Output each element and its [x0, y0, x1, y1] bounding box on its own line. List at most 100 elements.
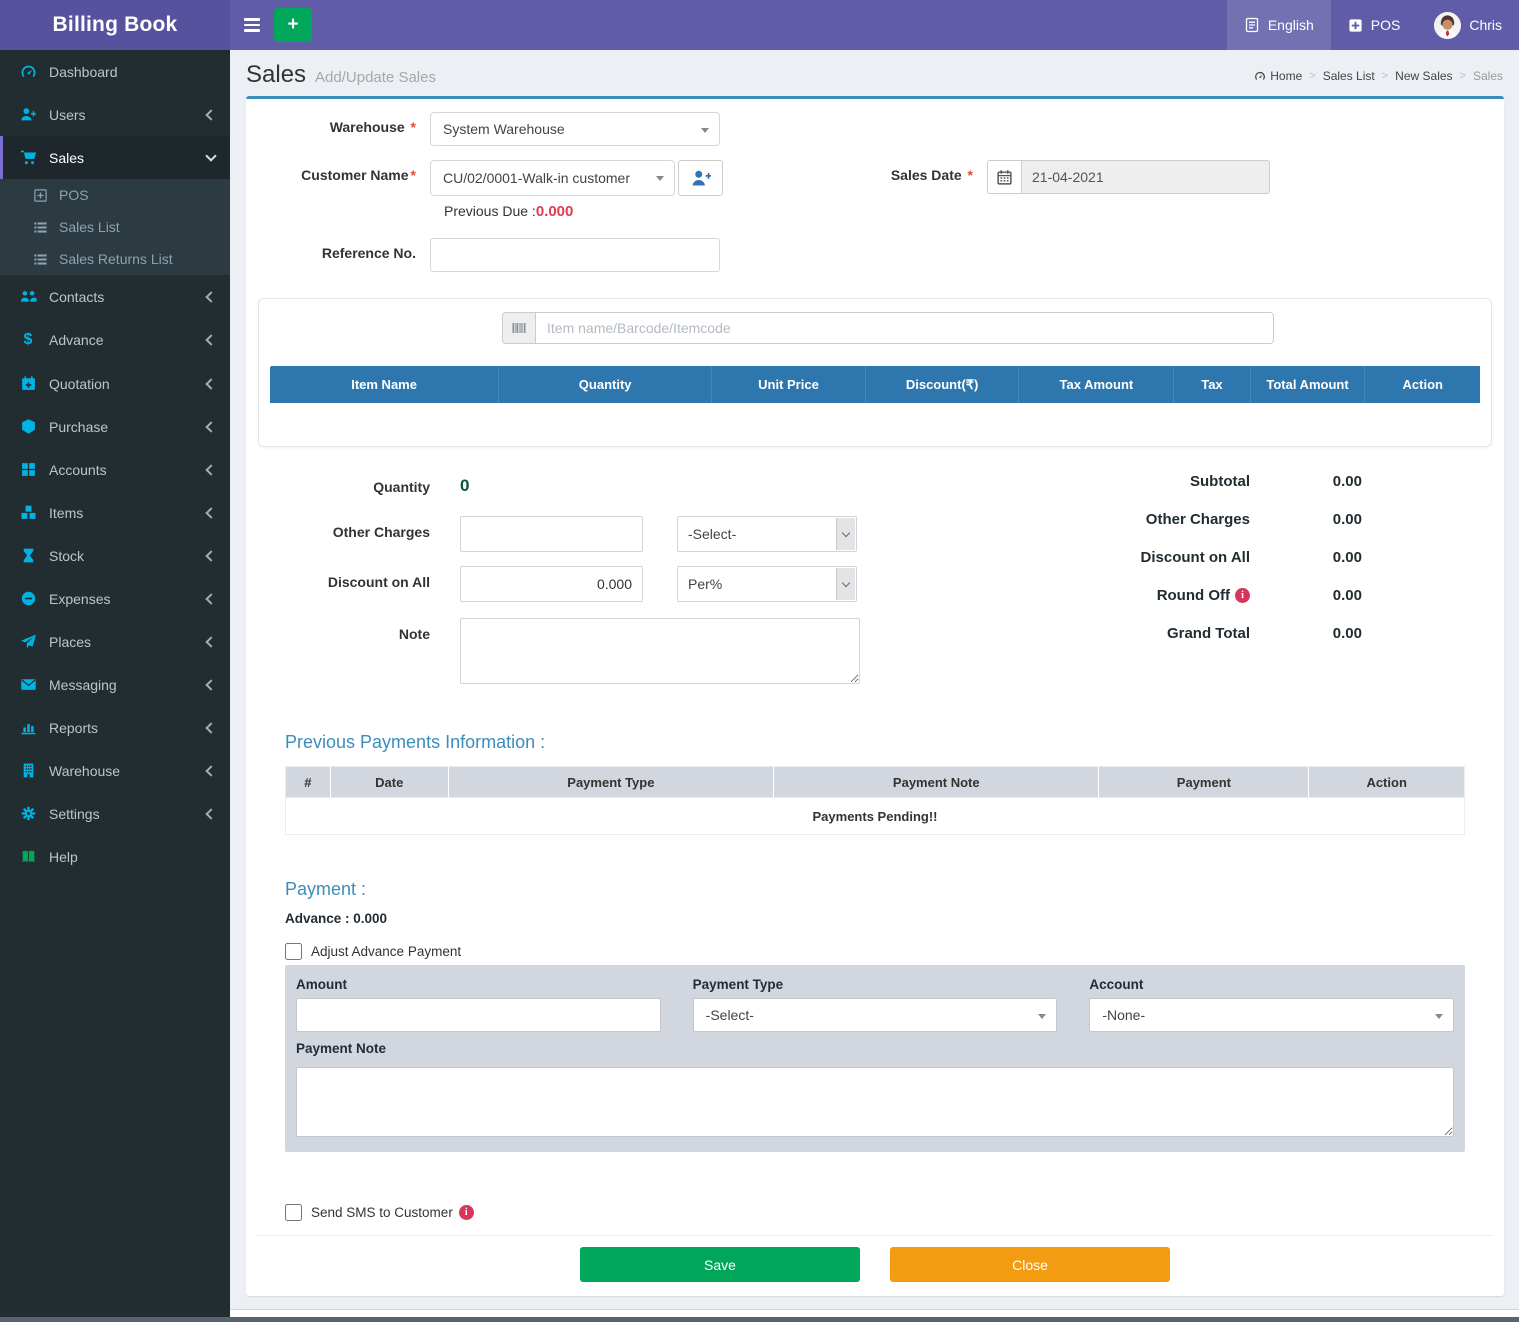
previous-payments-empty-row: Payments Pending!! — [285, 797, 1465, 835]
sidebar-subitem-pos[interactable]: POS — [0, 179, 230, 211]
sidebar: Dashboard Users Sales POS Sales List Sal… — [0, 50, 230, 1322]
customer-name-label: Customer Name * — [301, 167, 416, 183]
sidebar-item-label: Accounts — [49, 461, 107, 478]
send-sms-checkbox[interactable] — [285, 1204, 302, 1221]
col-unit-price: Unit Price — [711, 366, 866, 403]
note-row: Note — [256, 618, 904, 684]
discount-input[interactable] — [461, 567, 642, 601]
items-table-empty-row — [270, 403, 1480, 433]
sidebar-item-items[interactable]: Items — [0, 491, 230, 534]
payment-note-textarea[interactable] — [296, 1067, 1454, 1137]
info-icon[interactable] — [1235, 588, 1250, 603]
col-pp-action: Action — [1308, 766, 1465, 798]
account-select[interactable]: -None- — [1089, 998, 1454, 1032]
sidebar-item-contacts[interactable]: Contacts — [0, 275, 230, 318]
sidebar-subitem-sales-returns-list[interactable]: Sales Returns List — [0, 243, 230, 275]
amount-input[interactable] — [296, 998, 661, 1032]
save-button[interactable]: Save — [580, 1247, 860, 1282]
pos-menu[interactable]: POS — [1331, 0, 1418, 50]
customer-date-row: Customer Name * CU/02/0001-Walk-in custom… — [256, 160, 1494, 196]
brand-logo[interactable]: Billing Book — [0, 0, 230, 50]
home-dashboard-icon — [1255, 71, 1266, 80]
discount-total-label: Discount on All — [1140, 549, 1250, 566]
sidebar-item-label: Users — [49, 106, 86, 123]
sidebar-item-quotation[interactable]: Quotation — [0, 362, 230, 405]
send-sms-label: Send SMS to Customer — [311, 1205, 474, 1220]
select-dropdown-button — [836, 518, 855, 550]
sidebar-item-expenses[interactable]: Expenses — [0, 577, 230, 620]
sidebar-item-help[interactable]: Help — [0, 835, 230, 878]
chevron-left-icon — [205, 290, 217, 303]
calendar-addon[interactable] — [987, 160, 1021, 194]
sidebar-item-sales[interactable]: Sales — [0, 136, 230, 179]
items-panel: Item Name Quantity Unit Price Discount(₹… — [258, 298, 1492, 447]
sidebar-item-settings[interactable]: Settings — [0, 792, 230, 835]
sidebar-item-stock[interactable]: Stock — [0, 534, 230, 577]
warehouse-select[interactable]: System Warehouse — [430, 112, 720, 146]
note-textarea[interactable] — [460, 618, 860, 684]
sidebar-item-accounts[interactable]: Accounts — [0, 448, 230, 491]
discount-total-value: 0.00 — [1332, 549, 1362, 566]
quick-add-button[interactable]: + — [274, 8, 312, 42]
chevron-left-icon — [205, 721, 217, 734]
payment-type-select[interactable]: -Select- — [692, 998, 1058, 1032]
sidebar-item-advance[interactable]: $ Advance — [0, 318, 230, 362]
discount-row: Discount on All Per% — [256, 566, 904, 602]
other-charges-total-value: 0.00 — [1332, 511, 1362, 528]
page-subtitle: Add/Update Sales — [315, 69, 436, 86]
sidebar-subitem-label: POS — [59, 187, 89, 203]
sidebar-item-dashboard[interactable]: Dashboard — [0, 50, 230, 93]
subtotal-value: 0.00 — [1332, 473, 1362, 490]
user-menu[interactable]: Chris — [1417, 0, 1519, 50]
sidebar-item-warehouse[interactable]: Warehouse — [0, 749, 230, 792]
breadcrumb-home[interactable]: Home — [1254, 69, 1302, 83]
subtotal-row: Subtotal 0.00 — [904, 473, 1362, 490]
sidebar-item-users[interactable]: Users — [0, 93, 230, 136]
sidebar-toggle-button[interactable] — [230, 0, 274, 50]
reference-input[interactable] — [430, 238, 720, 272]
sales-date-input[interactable] — [1021, 160, 1270, 194]
list-icon — [31, 220, 49, 235]
note-label: Note — [398, 626, 430, 642]
form-actions: Save Close — [256, 1235, 1494, 1286]
sidebar-subitem-sales-list[interactable]: Sales List — [0, 211, 230, 243]
sidebar-item-reports[interactable]: Reports — [0, 706, 230, 749]
main-content: Sales Add/Update Sales Home > Sales List… — [230, 50, 1519, 1322]
other-charges-input[interactable] — [461, 517, 642, 551]
customer-select[interactable]: CU/02/0001-Walk-in customer — [430, 160, 675, 196]
adjust-advance-checkbox[interactable] — [285, 943, 302, 960]
other-charges-type-select[interactable]: -Select- — [677, 516, 857, 552]
discount-on-all-label: Discount on All — [327, 574, 430, 590]
minus-circle-icon — [18, 590, 38, 607]
caret-down-icon — [656, 176, 664, 181]
other-charges-label: Other Charges — [332, 524, 430, 540]
sidebar-item-label: Warehouse — [49, 762, 121, 779]
items-table-header-row: Item Name Quantity Unit Price Discount(₹… — [270, 366, 1480, 403]
user-name: Chris — [1469, 17, 1502, 33]
col-action: Action — [1364, 366, 1480, 403]
sidebar-item-purchase[interactable]: Purchase — [0, 405, 230, 448]
breadcrumb-sales-list[interactable]: Sales List — [1322, 69, 1375, 83]
add-customer-button[interactable] — [678, 160, 723, 196]
close-button[interactable]: Close — [890, 1247, 1170, 1282]
sidebar-item-messaging[interactable]: Messaging — [0, 663, 230, 706]
discount-type-select[interactable]: Per% — [677, 566, 857, 602]
sidebar-item-places[interactable]: Places — [0, 620, 230, 663]
pos-label: POS — [1370, 17, 1401, 33]
adjust-advance-row: Adjust Advance Payment — [285, 943, 1465, 960]
item-search-input[interactable] — [535, 312, 1274, 344]
breadcrumb-new-sales[interactable]: New Sales — [1395, 69, 1453, 83]
col-tax-amount: Tax Amount — [1018, 366, 1174, 403]
grand-total-value: 0.00 — [1332, 625, 1362, 642]
chevron-left-icon — [205, 549, 217, 562]
col-date: Date — [329, 766, 449, 798]
payments-pending-message: Payments Pending!! — [285, 797, 1465, 835]
barcode-icon — [502, 312, 535, 344]
breadcrumb-separator: > — [1309, 70, 1316, 82]
sales-date-label: Sales Date * — [890, 167, 973, 183]
language-menu[interactable]: English — [1226, 0, 1331, 50]
info-icon[interactable] — [458, 1205, 474, 1220]
sidebar-item-label: Messaging — [49, 676, 117, 693]
page-title: Sales — [246, 61, 307, 88]
previous-payments-heading: Previous Payments Information : — [285, 732, 546, 752]
